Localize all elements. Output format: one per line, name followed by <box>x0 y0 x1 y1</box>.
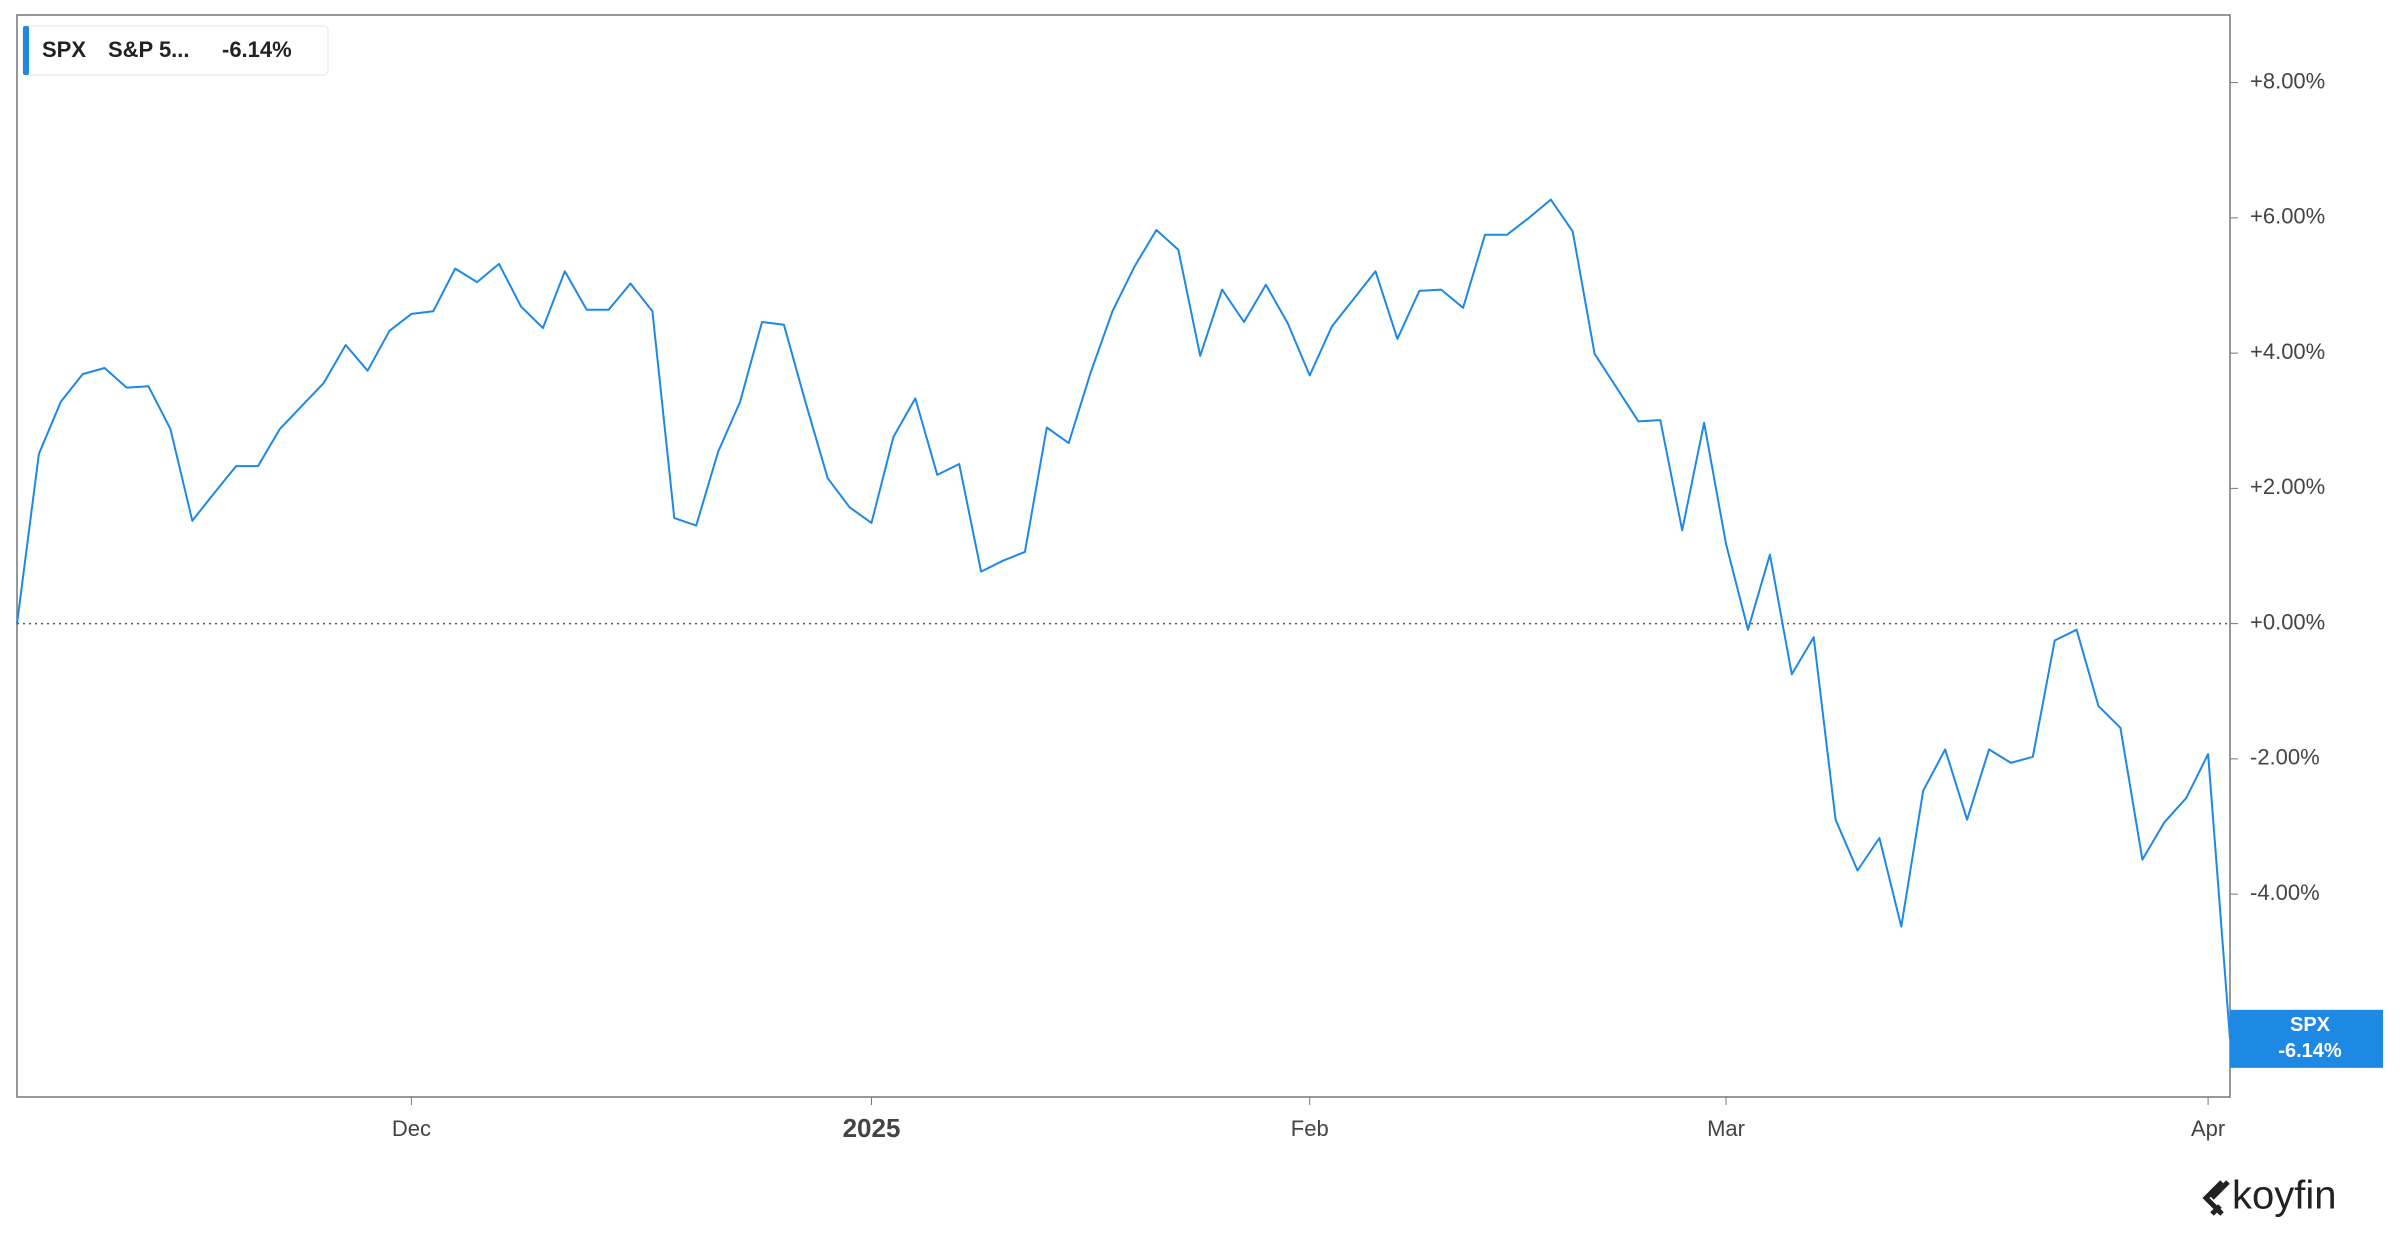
price-line <box>16 198 2231 1039</box>
y-tick-label: -4.00% <box>2250 880 2320 905</box>
logo-icon <box>2202 1180 2230 1216</box>
x-tick-label: Apr <box>2191 1116 2225 1141</box>
legend[interactable]: SPX S&P 5... -6.14% <box>22 25 329 76</box>
last-value-change: -6.14% <box>2278 1040 2342 1062</box>
legend-description: S&P 5... <box>108 37 190 62</box>
legend-ticker: SPX <box>42 37 86 62</box>
legend-change: -6.14% <box>222 37 292 62</box>
y-tick-label: +4.00% <box>2250 339 2325 364</box>
logo-text: koyfin <box>2232 1174 2337 1218</box>
legend-swatch <box>23 26 29 75</box>
y-tick-label: +6.00% <box>2250 204 2325 229</box>
y-tick-label: -2.00% <box>2250 745 2320 770</box>
last-value-box <box>2230 1009 2383 1068</box>
x-tick-label: 2025 <box>843 1113 901 1143</box>
y-tick-label: +2.00% <box>2250 474 2325 499</box>
x-tick-label: Dec <box>392 1116 431 1141</box>
last-value-ticker: SPX <box>2290 1014 2331 1036</box>
last-value-label: SPX -6.14% <box>2230 1009 2383 1068</box>
plot-frame <box>16 14 2231 1098</box>
y-tick-label: +0.00% <box>2250 609 2325 634</box>
x-tick-label: Feb <box>1291 1116 1329 1141</box>
x-tick-label: Mar <box>1707 1116 1745 1141</box>
logo: koyfin <box>2202 1174 2337 1218</box>
y-tick-label: +8.00% <box>2250 68 2325 93</box>
